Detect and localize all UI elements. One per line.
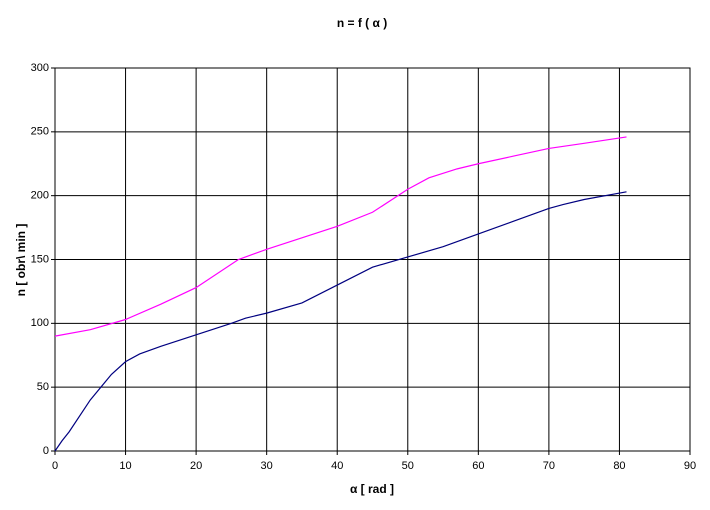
y-tick-label: 200 [31, 190, 49, 202]
x-tick-label: 90 [684, 460, 696, 472]
y-tick-label: 250 [31, 126, 49, 138]
x-axis-label: α [ rad ] [350, 482, 394, 496]
series-line [54, 191, 627, 452]
x-tick-label: 20 [190, 460, 202, 472]
y-tick-label: 150 [31, 253, 49, 265]
x-tick-label: 50 [402, 460, 414, 472]
chart-title: n = f ( α ) [337, 16, 387, 30]
y-tick-label: 100 [31, 317, 49, 329]
y-tick-label: 50 [37, 381, 49, 393]
x-tick-label: 70 [543, 460, 555, 472]
x-tick-label: 80 [613, 460, 625, 472]
x-tick-label: 30 [261, 460, 273, 472]
x-tick-label: 10 [119, 460, 131, 472]
x-tick-label: 40 [331, 460, 343, 472]
plot-border [54, 67, 691, 452]
series-line [54, 136, 627, 337]
y-tick-label: 0 [43, 445, 49, 457]
y-axis-label: n [ obr\ min ] [14, 224, 28, 297]
x-tick-label: 60 [472, 460, 484, 472]
x-tick-label: 0 [52, 460, 58, 472]
y-tick-label: 300 [31, 62, 49, 74]
